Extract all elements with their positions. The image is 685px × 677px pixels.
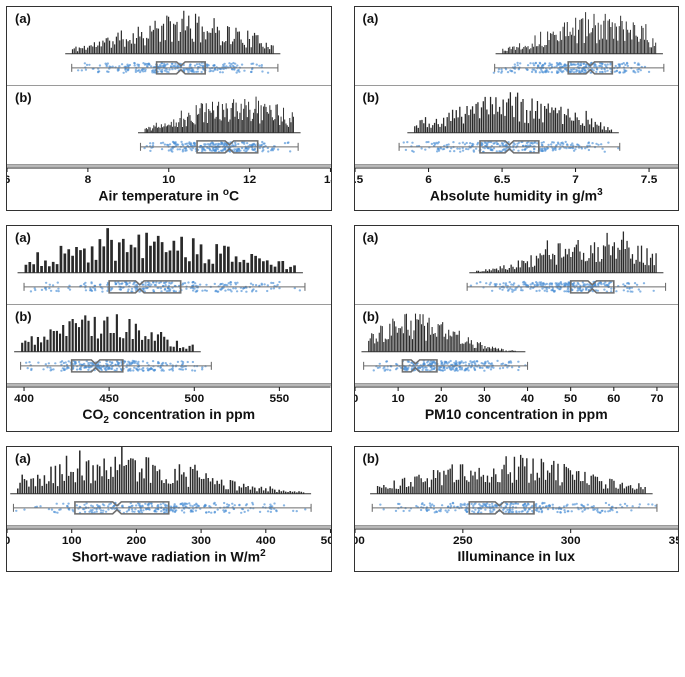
- svg-text:500: 500: [321, 536, 331, 547]
- metric-group-abshum: (a) (b) 5.5 6 6.5 7 7.5 Absolute humidity in g/…: [354, 6, 680, 211]
- distribution-plot: [355, 226, 679, 304]
- distribution-plot: [355, 86, 679, 164]
- distribution-plot: [7, 7, 331, 85]
- svg-text:200: 200: [355, 536, 365, 547]
- svg-text:100: 100: [62, 536, 82, 547]
- hist-panel: (b): [7, 86, 331, 165]
- hist-panel: (b): [355, 447, 679, 526]
- panel-label: (a): [15, 451, 31, 466]
- x-axis-label: Illuminance in lux: [355, 548, 679, 564]
- panel-label: (a): [363, 11, 379, 26]
- x-axis: 6 8 10 12 14: [7, 167, 331, 185]
- hist-panel: (a): [7, 447, 331, 526]
- x-axis-label: PM10 concentration in ppm: [355, 406, 679, 422]
- svg-text:500: 500: [184, 393, 204, 404]
- svg-text:7.5: 7.5: [640, 174, 657, 185]
- distribution-plot: [355, 7, 679, 85]
- svg-text:30: 30: [477, 393, 490, 404]
- hist-panel: (a): [355, 226, 679, 305]
- distribution-plot: [7, 447, 331, 525]
- panel-label: (a): [15, 230, 31, 245]
- distribution-plot: [355, 305, 679, 383]
- metric-group-airtemp: (a) (b) 6 8 10 12 14 Air temperature in oC: [6, 6, 332, 211]
- svg-text:10: 10: [162, 174, 175, 185]
- panel-label: (b): [363, 90, 380, 105]
- svg-text:0: 0: [355, 393, 358, 404]
- panel-label: (a): [15, 11, 31, 26]
- x-axis: 5.5 6 6.5 7 7.5: [355, 167, 679, 185]
- x-axis: 0 10 20 30 40 50 60 70: [355, 386, 679, 404]
- panel-label: (b): [15, 90, 32, 105]
- svg-text:400: 400: [256, 536, 276, 547]
- svg-text:0: 0: [7, 536, 10, 547]
- metric-group-co2: (a) (b) 400 450 500 550 CO2 concentration in p…: [6, 225, 332, 433]
- metrics-grid: (a) (b) 6 8 10 12 14 Air temperature in oC (a) (b…: [6, 6, 679, 572]
- svg-text:350: 350: [668, 536, 678, 547]
- hist-panel: (b): [355, 305, 679, 384]
- svg-text:6: 6: [425, 174, 432, 185]
- distribution-plot: [7, 86, 331, 164]
- svg-text:5.5: 5.5: [355, 174, 364, 185]
- metric-group-pm10: (a) (b) 0 10 20 30 40 50 60 70 PM10 concentration …: [354, 225, 680, 433]
- x-axis-label: Absolute humidity in g/m3: [355, 187, 679, 204]
- hist-panel: (b): [7, 305, 331, 384]
- panel-label: (b): [15, 309, 32, 324]
- svg-text:300: 300: [191, 536, 211, 547]
- x-axis: 400 450 500 550: [7, 386, 331, 404]
- x-axis-label: Short-wave radiation in W/m2: [7, 548, 331, 565]
- svg-text:60: 60: [607, 393, 620, 404]
- svg-text:6: 6: [7, 174, 10, 185]
- svg-text:550: 550: [270, 393, 290, 404]
- svg-text:20: 20: [434, 393, 447, 404]
- svg-text:7: 7: [572, 174, 579, 185]
- svg-text:6.5: 6.5: [493, 174, 510, 185]
- svg-text:10: 10: [391, 393, 404, 404]
- distribution-plot: [355, 447, 679, 525]
- x-axis: 0 100 200 300 400 500: [7, 528, 331, 546]
- svg-text:450: 450: [99, 393, 119, 404]
- metric-group-illum: (b) 200 250 300 350Illuminance in lux: [354, 446, 680, 572]
- x-axis-label: CO2 concentration in ppm: [7, 406, 331, 426]
- distribution-plot: [7, 226, 331, 304]
- hist-panel: (b): [355, 86, 679, 165]
- svg-text:250: 250: [452, 536, 472, 547]
- panel-label: (b): [363, 451, 380, 466]
- x-axis-label: Air temperature in oC: [7, 187, 331, 204]
- panel-label: (b): [363, 309, 380, 324]
- svg-text:12: 12: [243, 174, 256, 185]
- svg-text:300: 300: [560, 536, 580, 547]
- hist-panel: (a): [355, 7, 679, 86]
- svg-text:14: 14: [324, 174, 331, 185]
- metric-group-swrad: (a) 0 100 200 300 400 500Short-wave radiation …: [6, 446, 332, 572]
- hist-panel: (a): [7, 7, 331, 86]
- svg-text:50: 50: [564, 393, 577, 404]
- x-axis: 200 250 300 350: [355, 528, 679, 546]
- svg-text:40: 40: [520, 393, 533, 404]
- panel-label: (a): [363, 230, 379, 245]
- svg-text:200: 200: [127, 536, 147, 547]
- svg-text:8: 8: [85, 174, 92, 185]
- distribution-plot: [7, 305, 331, 383]
- hist-panel: (a): [7, 226, 331, 305]
- svg-text:400: 400: [14, 393, 34, 404]
- svg-text:70: 70: [650, 393, 663, 404]
